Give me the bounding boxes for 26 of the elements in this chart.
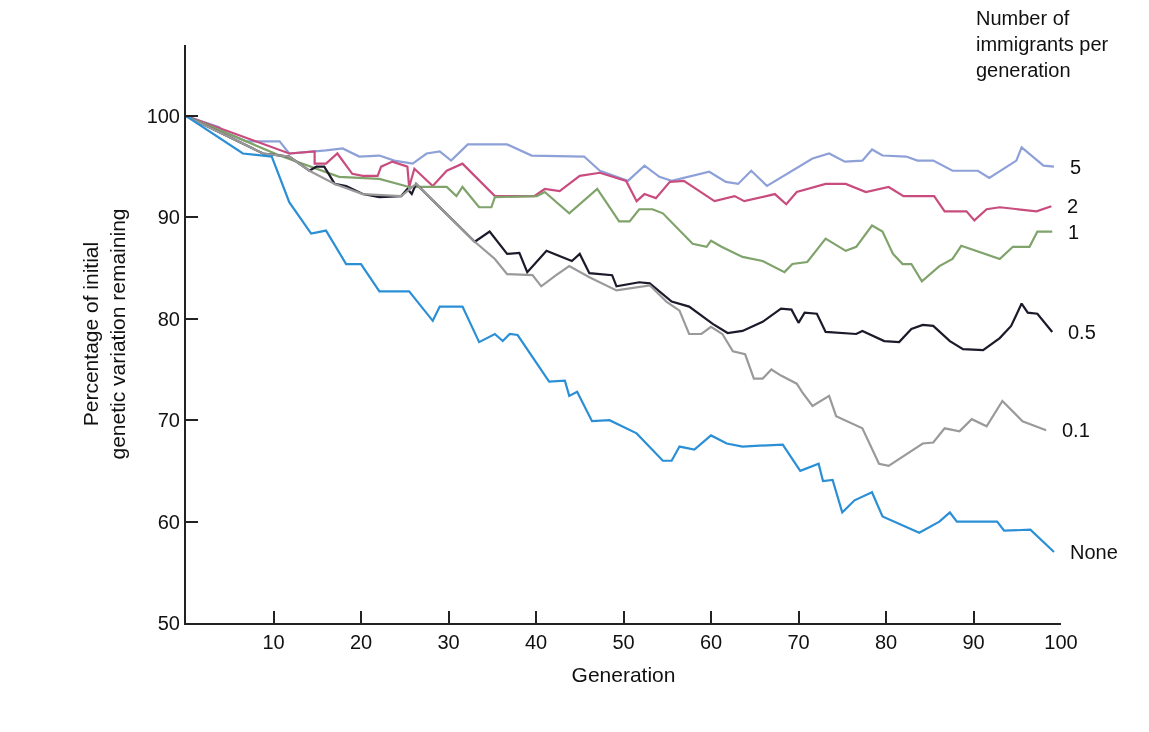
y-tick-label: 80 bbox=[157, 307, 180, 330]
y-tick-label: 90 bbox=[157, 206, 180, 229]
x-axis-title: Generation bbox=[571, 662, 676, 686]
x-tick-label: 100 bbox=[1044, 631, 1078, 653]
legend-title: Number of immigrants per generation bbox=[976, 7, 1109, 81]
series-label: None bbox=[1070, 541, 1118, 563]
x-tick-label: 40 bbox=[524, 631, 548, 653]
x-tick-label: 50 bbox=[612, 631, 635, 653]
series-label: 1 bbox=[1068, 221, 1080, 243]
series-label: 2 bbox=[1067, 195, 1079, 217]
x-tick-label: 60 bbox=[699, 631, 723, 653]
x-tick-label: 10 bbox=[262, 631, 285, 653]
x-tick-label: 20 bbox=[349, 631, 373, 653]
series-label: 0.5 bbox=[1068, 321, 1096, 343]
y-tick-label: 50 bbox=[157, 612, 180, 634]
line-series bbox=[186, 114, 1056, 554]
x-tick-label: 80 bbox=[874, 631, 898, 653]
y-axis-title: Percentage of initial genetic variation remaining bbox=[78, 208, 130, 460]
y-tick-label: 100 bbox=[146, 104, 180, 127]
x-tick-label: 90 bbox=[962, 631, 985, 653]
series-label: 5 bbox=[1070, 156, 1082, 178]
x-tick-label: 30 bbox=[437, 631, 460, 653]
series-label: 0.1 bbox=[1062, 419, 1090, 441]
y-tick-label: 70 bbox=[157, 409, 180, 432]
y-tick-label: 60 bbox=[157, 510, 180, 533]
x-tick-label: 70 bbox=[787, 631, 810, 653]
